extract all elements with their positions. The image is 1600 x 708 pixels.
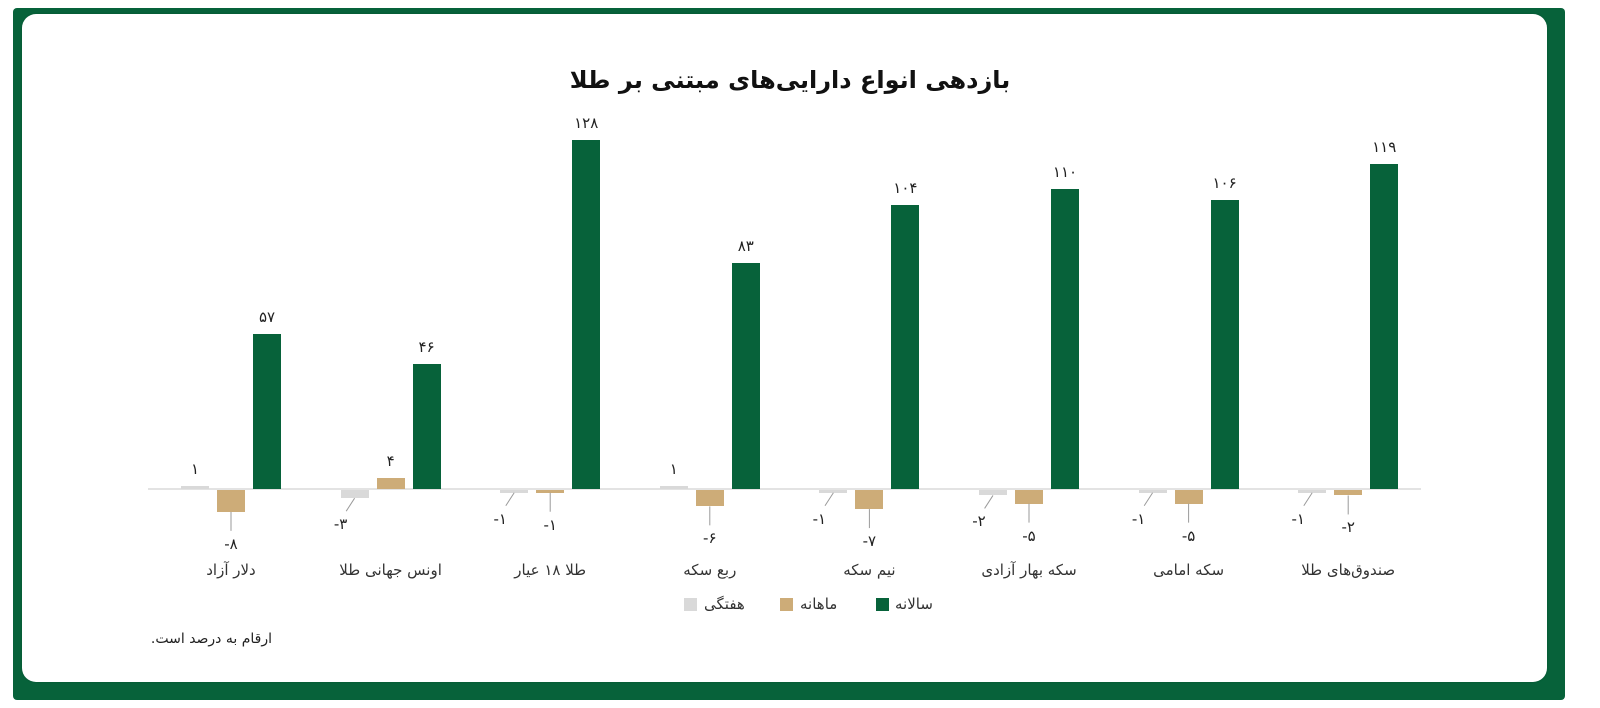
chart-title: بازدهی انواع دارایی‌های مبتنی بر طلا bbox=[569, 66, 1011, 94]
bar-yearly bbox=[1051, 189, 1079, 489]
bar-weekly bbox=[181, 486, 209, 489]
bar-weekly bbox=[500, 490, 529, 493]
value-label-yearly: ۱۰۶ bbox=[1212, 173, 1237, 192]
value-label-monthly: -۱ bbox=[543, 515, 557, 534]
bar-yearly bbox=[891, 205, 920, 489]
bar-monthly bbox=[536, 490, 565, 493]
value-label-yearly: ۱۱۹ bbox=[1372, 138, 1397, 157]
legend-swatch-monthly bbox=[780, 598, 793, 611]
value-label-yearly: ۱۰۴ bbox=[893, 179, 918, 198]
value-label-monthly: -۲ bbox=[1341, 518, 1355, 537]
bar-yearly bbox=[1370, 164, 1399, 489]
value-label-yearly: ۱۲۸ bbox=[574, 113, 599, 132]
bar-weekly bbox=[1298, 490, 1327, 493]
value-label-yearly: ۵۷ bbox=[258, 307, 276, 326]
bar-weekly bbox=[659, 486, 688, 489]
value-label-monthly: -۵ bbox=[1022, 526, 1036, 545]
bar-yearly bbox=[253, 333, 281, 489]
bar-monthly bbox=[855, 490, 884, 510]
category-label: سکه امامی bbox=[1153, 561, 1225, 579]
value-label-weekly: -۱ bbox=[812, 509, 827, 528]
bar-monthly bbox=[1174, 490, 1203, 504]
value-label-weekly: -۱ bbox=[493, 509, 507, 528]
bar-yearly bbox=[1210, 199, 1239, 489]
bar-monthly bbox=[217, 490, 245, 512]
value-label-monthly: -۸ bbox=[224, 534, 238, 553]
bar-yearly bbox=[412, 363, 441, 489]
value-label-weekly: -۱ bbox=[1131, 509, 1146, 528]
bar-monthly bbox=[376, 478, 405, 489]
category-label: سکه بهار آزادی bbox=[981, 561, 1077, 579]
category-label: ربع سکه bbox=[683, 561, 737, 579]
value-label-weekly: -۳ bbox=[333, 515, 348, 534]
footnote: ارقام به درصد است. bbox=[150, 631, 272, 647]
value-label-monthly: -۶ bbox=[703, 529, 717, 548]
value-label-monthly: -۵ bbox=[1181, 526, 1196, 545]
bar-weekly bbox=[819, 490, 848, 493]
legend-label-yearly: سالانه bbox=[895, 595, 933, 613]
category-label: صندوق‌های طلا bbox=[1301, 561, 1396, 579]
zero-axis-line bbox=[148, 488, 1421, 490]
bar-weekly bbox=[1138, 490, 1167, 493]
category-label: دلار آزاد bbox=[206, 561, 256, 579]
bar-yearly bbox=[572, 139, 601, 489]
value-label-weekly: -۱ bbox=[1291, 509, 1305, 528]
value-label-weekly: -۲ bbox=[972, 512, 986, 531]
value-label-weekly: ۱ bbox=[669, 460, 678, 479]
bar-monthly bbox=[695, 490, 724, 507]
bar-yearly bbox=[731, 262, 760, 489]
legend-swatch-weekly bbox=[684, 598, 697, 611]
legend-label-weekly: هفتگی bbox=[704, 595, 745, 613]
bar-weekly bbox=[340, 490, 369, 499]
bar-weekly bbox=[979, 490, 1007, 496]
value-label-yearly: ۱۱۰ bbox=[1052, 163, 1078, 182]
value-label-weekly: ۱ bbox=[190, 460, 200, 479]
bar-monthly bbox=[1015, 490, 1043, 504]
category-label: اونس جهانی طلا bbox=[339, 561, 442, 579]
value-label-yearly: ۴۶ bbox=[418, 337, 435, 356]
value-label-monthly: -۷ bbox=[862, 532, 877, 551]
value-label-yearly: ۸۳ bbox=[737, 236, 754, 255]
category-label: طلا ۱۸ عیار bbox=[514, 561, 587, 579]
category-label: نیم سکه bbox=[843, 561, 896, 579]
legend-swatch-yearly bbox=[876, 598, 889, 611]
value-label-monthly: ۴ bbox=[386, 452, 395, 471]
bar-monthly bbox=[1334, 490, 1363, 496]
legend-label-monthly: ماهانه bbox=[800, 595, 838, 613]
